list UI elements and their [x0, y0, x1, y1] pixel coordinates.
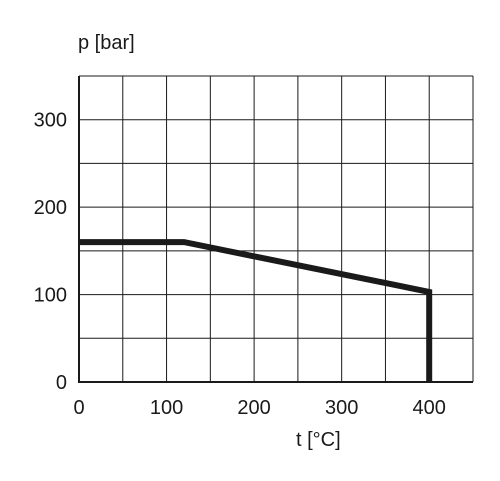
series-group — [79, 239, 433, 382]
series-line — [79, 239, 433, 382]
y-tick-labels: 0 100 200 300 — [34, 110, 67, 394]
y-tick-label: 100 — [34, 285, 67, 307]
y-tick-label: 200 — [34, 197, 67, 219]
axes — [78, 76, 473, 383]
x-tick-label: 300 — [325, 397, 358, 419]
y-tick-label: 300 — [34, 110, 67, 132]
x-tick-labels: 0 100 200 300 400 — [73, 397, 445, 419]
x-tick-label: 400 — [413, 397, 446, 419]
x-axis-title: t [°C] — [296, 429, 341, 451]
x-tick-label: 200 — [237, 397, 270, 419]
grid — [79, 75, 474, 382]
x-tick-label: 0 — [73, 397, 84, 419]
y-tick-label: 0 — [56, 372, 67, 394]
x-tick-label: 100 — [150, 397, 183, 419]
y-axis-title: p [bar] — [78, 32, 135, 54]
